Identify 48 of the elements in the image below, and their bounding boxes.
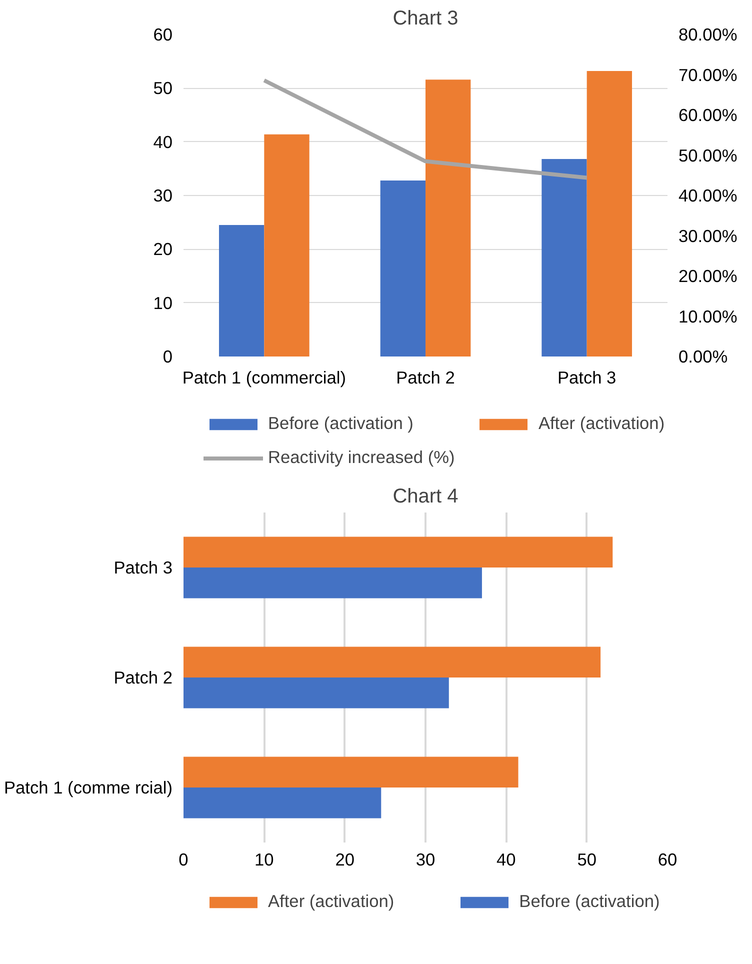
- y2-tick-label: 20.00%: [678, 266, 738, 286]
- bar: [184, 568, 482, 598]
- y-tick-label: Patch 2: [114, 668, 173, 688]
- y-tick-label: 40: [153, 132, 173, 152]
- bar: [184, 756, 518, 788]
- y2-tick-label: 50.00%: [678, 145, 738, 166]
- chart-title: Chart 4: [392, 486, 458, 508]
- x-tick-label: Patch 3: [557, 368, 616, 388]
- legend-label: Before (activation): [519, 891, 660, 912]
- y2-tick-label: 30.00%: [678, 226, 738, 246]
- y2-tick-label: 80.00%: [678, 24, 738, 44]
- y-tick-label: 30: [153, 186, 173, 206]
- y2-tick-label: 0.00%: [678, 346, 728, 366]
- bar: [184, 536, 613, 568]
- bar: [542, 159, 587, 356]
- bar: [184, 678, 449, 708]
- bar: [586, 70, 632, 356]
- y2-tick-label: 60.00%: [678, 105, 738, 125]
- bar: [264, 134, 310, 356]
- x-tick-label: 50: [577, 850, 596, 870]
- x-tick-label: 60: [658, 850, 678, 870]
- legend-label: Reactivity increased (%): [268, 447, 455, 468]
- y2-tick-label: 10.00%: [678, 306, 738, 326]
- y-tick-label: 20: [153, 239, 173, 260]
- x-tick-label: Patch 2: [396, 368, 455, 388]
- x-tick-label: Patch 1 (commercial): [182, 368, 346, 388]
- y-tick-label: Patch 1 (comme rcial): [4, 778, 173, 798]
- bar: [380, 180, 426, 356]
- legend-label: After (activation): [268, 891, 394, 912]
- y-tick-label: 0: [162, 346, 173, 366]
- x-tick-label: 20: [335, 850, 354, 870]
- x-tick-label: 0: [178, 850, 188, 870]
- x-tick-label: 40: [496, 850, 516, 870]
- y2-tick-label: 40.00%: [678, 186, 738, 206]
- chart-title: Chart 3: [392, 8, 458, 30]
- legend-label: Before (activation ): [268, 413, 414, 434]
- x-tick-label: 10: [254, 850, 274, 870]
- bar: [218, 225, 264, 356]
- bar: [184, 788, 382, 818]
- y-tick-label: 10: [153, 292, 173, 313]
- y2-tick-label: 70.00%: [678, 64, 738, 85]
- x-tick-label: 30: [416, 850, 436, 870]
- y-tick-label: 50: [153, 78, 173, 98]
- bar: [184, 646, 601, 678]
- y-tick-label: 60: [153, 24, 173, 44]
- y-tick-label: Patch 3: [114, 558, 173, 578]
- legend-label: After (activation): [538, 413, 665, 434]
- bar: [426, 80, 471, 356]
